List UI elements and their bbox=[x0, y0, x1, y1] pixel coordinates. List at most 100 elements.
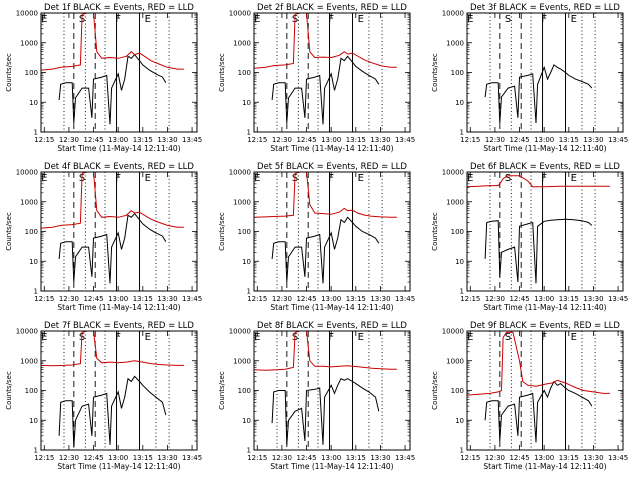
panel-3-title: Det 3f BLACK = Events, RED = LLD bbox=[470, 3, 620, 13]
panel-7-xtick-label: 13:15 bbox=[133, 454, 153, 462]
panel-2-mode-label: F bbox=[328, 14, 334, 25]
panel-7: Det 7f BLACK = Events, RED = LLD Counts/s… bbox=[5, 321, 202, 471]
panel-9-title: Det 9f BLACK = Events, RED = LLD bbox=[470, 321, 620, 331]
panel-8-ytick-label: 1000 bbox=[233, 357, 251, 365]
panel-5-xtick-label: 13:15 bbox=[346, 295, 366, 303]
panel-5-series-events bbox=[271, 216, 380, 284]
panel-9-series-lld bbox=[467, 331, 610, 396]
panel-8-ytick-label: 10000 bbox=[229, 328, 251, 336]
panel-6-title: Det 6f BLACK = Events, RED = LLD bbox=[470, 162, 620, 172]
panel-9-ylabel: Counts/sec bbox=[431, 371, 439, 410]
panel-5-ytick-label: 1 bbox=[247, 288, 251, 296]
panel-4-xlabel: Start Time (11-May-14 12:11:40) bbox=[57, 303, 180, 312]
panel-9-xtick-label: 13:00 bbox=[534, 454, 554, 462]
panel-1-ytick-label: 10000 bbox=[16, 10, 38, 18]
panel-4-ytick-label: 10 bbox=[29, 258, 38, 266]
panel-5-mode-label: E bbox=[358, 173, 364, 184]
panel-4-xtick-label: 12:45 bbox=[83, 295, 103, 303]
panel-9-ytick-label: 1000 bbox=[446, 357, 464, 365]
panel-5-frame bbox=[253, 171, 411, 292]
panel-8-mode-label: E bbox=[358, 332, 364, 343]
panel-3-ytick-label: 100 bbox=[451, 69, 464, 77]
panel-8-xtick-label: 13:15 bbox=[346, 454, 366, 462]
panel-9-ytick-label: 10 bbox=[455, 417, 464, 425]
panel-7-ytick-label: 1000 bbox=[20, 357, 38, 365]
panel-5-title: Det 5f BLACK = Events, RED = LLD bbox=[257, 162, 407, 172]
panel-9-mode-label: E bbox=[467, 332, 473, 343]
panel-1-ytick-label: 1 bbox=[34, 129, 38, 137]
panel-4-ytick-label: 10000 bbox=[16, 169, 38, 177]
panel-7-series-events bbox=[58, 375, 167, 448]
panel-5-xtick-label: 12:30 bbox=[272, 295, 292, 303]
panel-1-xtick-label: 13:30 bbox=[157, 136, 177, 144]
panel-9: Det 9f BLACK = Events, RED = LLD Counts/s… bbox=[431, 321, 628, 471]
panel-8-xtick-label: 12:30 bbox=[272, 454, 292, 462]
panel-8-xtick-label: 12:45 bbox=[296, 454, 316, 462]
panel-2-xtick-label: 12:45 bbox=[296, 136, 316, 144]
panel-9-frame bbox=[466, 330, 624, 451]
panel-4-xtick-label: 13:15 bbox=[133, 295, 153, 303]
panel-6-mode-label: S bbox=[505, 173, 511, 184]
panel-3-ytick-label: 10000 bbox=[442, 10, 464, 18]
panel-4-xtick-label: 13:45 bbox=[182, 295, 202, 303]
panel-6-xtick-label: 12:30 bbox=[485, 295, 505, 303]
panel-7-xtick-label: 13:45 bbox=[182, 454, 202, 462]
panel-9-xtick-label: 12:30 bbox=[485, 454, 505, 462]
panel-7-xtick-label: 13:30 bbox=[157, 454, 177, 462]
panel-6-ytick-label: 1000 bbox=[446, 198, 464, 206]
panel-2-ytick-label: 1 bbox=[247, 129, 251, 137]
panel-7-xlabel: Start Time (11-May-14 12:11:40) bbox=[57, 462, 180, 471]
panel-5-ylabel: Counts/sec bbox=[218, 212, 226, 251]
panel-9-mode-label: F bbox=[541, 332, 547, 343]
panel-5-xtick-label: 13:30 bbox=[370, 295, 390, 303]
panel-4-xtick-label: 13:00 bbox=[108, 295, 128, 303]
panel-4-xtick-label: 12:15 bbox=[34, 295, 54, 303]
panel-9-ytick-label: 1 bbox=[460, 447, 464, 455]
panel-9-xtick-label: 13:45 bbox=[608, 454, 628, 462]
panel-4-ytick-label: 1000 bbox=[20, 198, 38, 206]
panel-9-xtick-label: 12:15 bbox=[460, 454, 480, 462]
panel-2-ylabel: Counts/sec bbox=[218, 53, 226, 92]
panel-1-mode-label: E bbox=[145, 14, 151, 25]
panel-4-series-lld bbox=[41, 172, 184, 229]
panel-1-series-events bbox=[58, 53, 167, 125]
panel-6: Det 6f BLACK = Events, RED = LLD Counts/s… bbox=[431, 162, 628, 312]
panel-3-xtick-label: 13:15 bbox=[559, 136, 579, 144]
panel-6-ytick-label: 100 bbox=[451, 228, 464, 236]
panel-9-xtick-label: 13:15 bbox=[559, 454, 579, 462]
panel-8-mode-label: F bbox=[328, 332, 334, 343]
panel-4-xtick-label: 13:30 bbox=[157, 295, 177, 303]
panel-1-ytick-label: 1000 bbox=[20, 39, 38, 47]
panel-2-xtick-label: 13:45 bbox=[395, 136, 415, 144]
panel-1-ylabel: Counts/sec bbox=[5, 53, 13, 92]
panel-8: Det 8f BLACK = Events, RED = LLD Counts/s… bbox=[218, 321, 415, 471]
panel-3-ytick-label: 1000 bbox=[446, 39, 464, 47]
panel-6-xtick-label: 12:15 bbox=[460, 295, 480, 303]
panel-9-ytick-label: 10000 bbox=[442, 328, 464, 336]
panel-4-series-events bbox=[58, 212, 167, 284]
panel-7-series-lld bbox=[41, 331, 184, 367]
panel-3-ylabel: Counts/sec bbox=[431, 53, 439, 92]
panel-6-ylabel: Counts/sec bbox=[431, 212, 439, 251]
panel-2-frame bbox=[253, 12, 411, 133]
panel-4: Det 4f BLACK = Events, RED = LLD Counts/s… bbox=[5, 162, 202, 312]
panel-7-mode-label: F bbox=[115, 332, 121, 343]
panel-6-mode-label: E bbox=[467, 173, 473, 184]
panel-2-ytick-label: 100 bbox=[238, 69, 251, 77]
panel-4-ytick-label: 1 bbox=[34, 288, 38, 296]
panel-5-xtick-label: 13:00 bbox=[321, 295, 341, 303]
panel-2: Det 2f BLACK = Events, RED = LLD Counts/s… bbox=[218, 3, 415, 153]
panel-3-xtick-label: 13:30 bbox=[583, 136, 603, 144]
panel-6-ytick-label: 10000 bbox=[442, 169, 464, 177]
panel-1-ytick-label: 100 bbox=[25, 69, 38, 77]
panel-5: Det 5f BLACK = Events, RED = LLD Counts/s… bbox=[218, 162, 415, 312]
panel-6-xtick-label: 13:30 bbox=[583, 295, 603, 303]
panel-7-xtick-label: 13:00 bbox=[108, 454, 128, 462]
panel-3-mode-label: E bbox=[467, 14, 473, 25]
panel-6-xtick-label: 12:45 bbox=[509, 295, 529, 303]
panel-9-mode-label: S bbox=[505, 332, 511, 343]
panel-8-ytick-label: 10 bbox=[242, 417, 251, 425]
panel-7-ytick-label: 10 bbox=[29, 417, 38, 425]
panel-3-mode-label: E bbox=[571, 14, 577, 25]
